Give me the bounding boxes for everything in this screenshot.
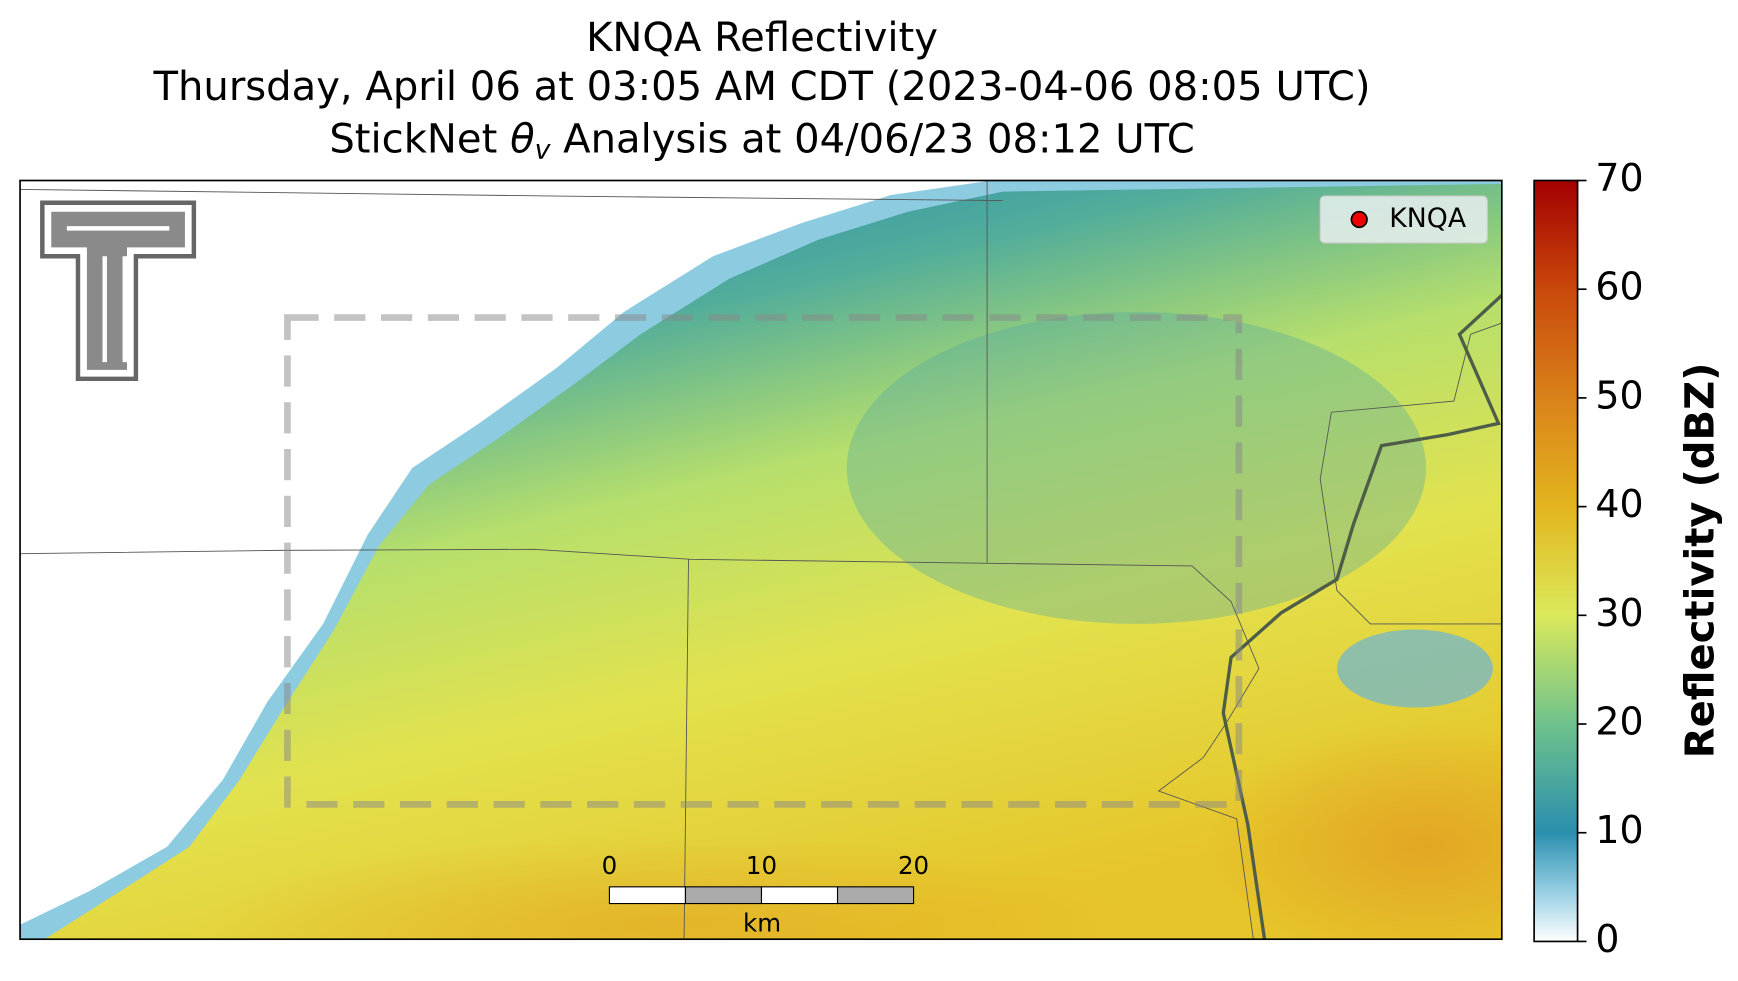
scale-segment xyxy=(608,886,687,905)
scale-unit: km xyxy=(743,909,781,938)
legend-label[interactable]: KNQA xyxy=(1389,203,1467,234)
colorbar-tick-label: 70 xyxy=(1595,156,1643,200)
title-line3: StickNet θv Analysis at 04/06/23 08:12 U… xyxy=(329,117,1194,165)
colorbar-tick-label: 10 xyxy=(1595,808,1643,852)
boundaries xyxy=(20,180,1502,940)
title-line2: Thursday, April 06 at 03:05 AM CDT (2023… xyxy=(153,64,1371,110)
legend-box xyxy=(1319,195,1488,244)
title-line1: KNQA Reflectivity xyxy=(586,15,938,61)
scale-tick-label: 0 xyxy=(602,851,618,880)
colorbar-tick-label: 60 xyxy=(1595,265,1643,309)
colorbar-tick-label: 0 xyxy=(1595,917,1619,961)
title-prefix: StickNet xyxy=(329,117,497,163)
title-symbol: θ xyxy=(510,117,535,163)
scale-tick-label: 20 xyxy=(898,851,929,880)
radar-echo xyxy=(44,183,1502,940)
scale-segment xyxy=(836,886,915,905)
scale-segment xyxy=(684,886,763,905)
legend-marker xyxy=(1350,210,1368,229)
colorbar-tick-label: 50 xyxy=(1595,373,1643,417)
scale-tick-label: 10 xyxy=(746,851,777,880)
colorbar xyxy=(1533,179,1579,943)
echo-weak xyxy=(846,311,1427,624)
map xyxy=(20,180,1502,940)
analysis-box xyxy=(284,314,1243,808)
echo-strong xyxy=(1203,724,1502,940)
scale-bar: 0 10 20 xyxy=(602,851,929,905)
legend: KNQA xyxy=(1319,195,1488,244)
colorbar-label: Reflectivity (dBZ) xyxy=(1677,363,1723,759)
logo xyxy=(40,200,197,382)
map-frame xyxy=(19,179,1503,941)
colorbar-tick-label: 20 xyxy=(1595,700,1643,744)
scale-segment xyxy=(760,886,839,905)
title-suffix: Analysis at 04/06/23 08:12 UTC xyxy=(563,117,1195,163)
colorbar-ticks: 0 10 20 30 40 50 60 70 xyxy=(1577,156,1644,961)
colorbar-tick-label: 40 xyxy=(1595,482,1643,526)
river xyxy=(1221,294,1502,940)
echo-gap xyxy=(1336,629,1493,708)
title-subscript: v xyxy=(535,134,552,165)
colorbar-tick-label: 30 xyxy=(1595,591,1643,635)
